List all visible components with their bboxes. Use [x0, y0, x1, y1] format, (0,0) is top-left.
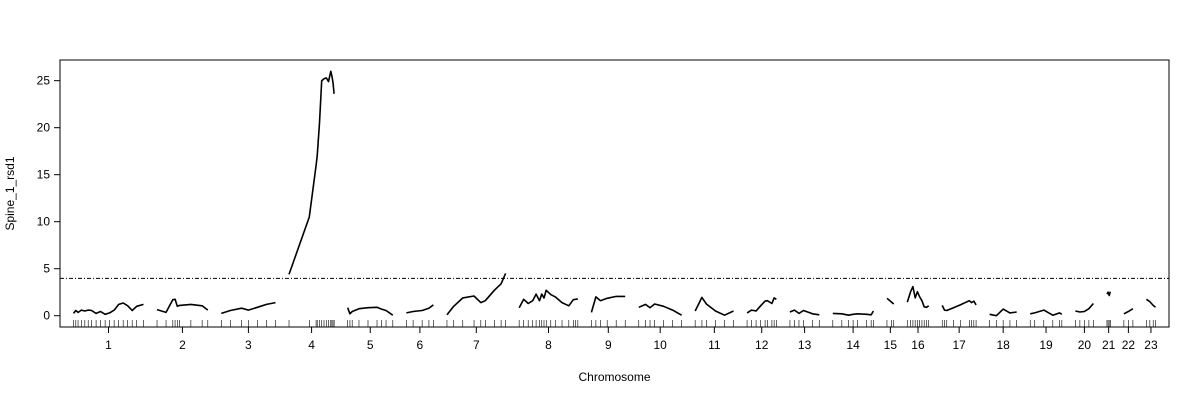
lod-curve-chr-12 — [746, 297, 777, 314]
lod-curve-chr-2 — [156, 298, 209, 314]
chromosome-label: 2 — [179, 338, 186, 352]
chromosome-label: 17 — [952, 338, 966, 352]
lod-curve-chr-18 — [989, 308, 1017, 317]
chromosome-label: 14 — [846, 338, 860, 352]
chromosome-label: 12 — [755, 338, 769, 352]
chromosome-label: 8 — [545, 338, 552, 352]
lod-curve-chr-9 — [590, 295, 626, 313]
y-axis-label: Spine_1_rsd1 — [3, 156, 17, 230]
lod-curve-chr-10 — [638, 303, 682, 316]
y-tick-label: 20 — [37, 121, 51, 135]
lod-curve-chr-5 — [346, 306, 394, 316]
chromosome-label: 18 — [996, 338, 1010, 352]
chromosome-label: 3 — [245, 338, 252, 352]
y-tick-label: 10 — [37, 215, 51, 229]
chromosome-label: 22 — [1122, 338, 1136, 352]
plot-frame — [59, 59, 1170, 328]
lod-curve-chr-21 — [1106, 291, 1112, 297]
chromosome-label: 5 — [367, 338, 374, 352]
chromosome-label: 20 — [1078, 338, 1092, 352]
lod-curve-chr-16 — [906, 285, 930, 309]
x-axis-label: Chromosome — [578, 370, 650, 384]
lod-curve-chr-8 — [518, 289, 578, 309]
lod-curve-chr-1 — [72, 302, 144, 316]
chromosome-label: 7 — [473, 338, 480, 352]
chromosome-label: 23 — [1144, 338, 1158, 352]
y-axis: 0 5 10 15 20 25 — [37, 74, 60, 323]
chromosome-label: 10 — [654, 338, 668, 352]
lod-curve-chr-19 — [1030, 309, 1063, 317]
lod-curve-chr-11 — [694, 296, 734, 317]
chromosome-label: 4 — [308, 338, 315, 352]
marker-rug — [73, 320, 1156, 327]
lod-curve-chr-14 — [832, 310, 875, 317]
chromosome-label: 15 — [884, 338, 898, 352]
y-tick-label: 25 — [37, 74, 51, 88]
lod-curve-chr-4 — [288, 70, 335, 275]
chromosome-label: 6 — [417, 338, 424, 352]
lod-curve-chr-3 — [221, 301, 276, 315]
chromosome-label: 13 — [798, 338, 812, 352]
lod-curve-chr-17 — [941, 299, 977, 312]
lod-curve-chr-7 — [446, 273, 507, 316]
y-tick-label: 15 — [37, 168, 51, 182]
lod-curve-chr-13 — [789, 309, 820, 316]
lod-curves — [72, 70, 1157, 317]
chromosome-label: 11 — [708, 338, 721, 352]
y-tick-label: 0 — [43, 309, 50, 323]
chromosome-label: 21 — [1102, 338, 1116, 352]
lod-curve-chr-20 — [1075, 302, 1095, 313]
chromosome-label: 1 — [105, 338, 112, 352]
chromosome-label: 19 — [1039, 338, 1053, 352]
chromosome-label: 16 — [911, 338, 925, 352]
chromosome-label: 9 — [605, 338, 612, 352]
lod-curve-chr-15 — [886, 297, 895, 305]
y-tick-label: 5 — [43, 262, 50, 276]
lod-curve-chr-23 — [1145, 298, 1157, 308]
x-axis: 1 2 3 4 5 6 7 8 9 10 11 12 13 14 15 16 17 18 19 20 21 22 23 — [105, 327, 1158, 352]
lod-curve-chr-6 — [406, 304, 434, 314]
lod-curve-chr-22 — [1123, 308, 1134, 315]
